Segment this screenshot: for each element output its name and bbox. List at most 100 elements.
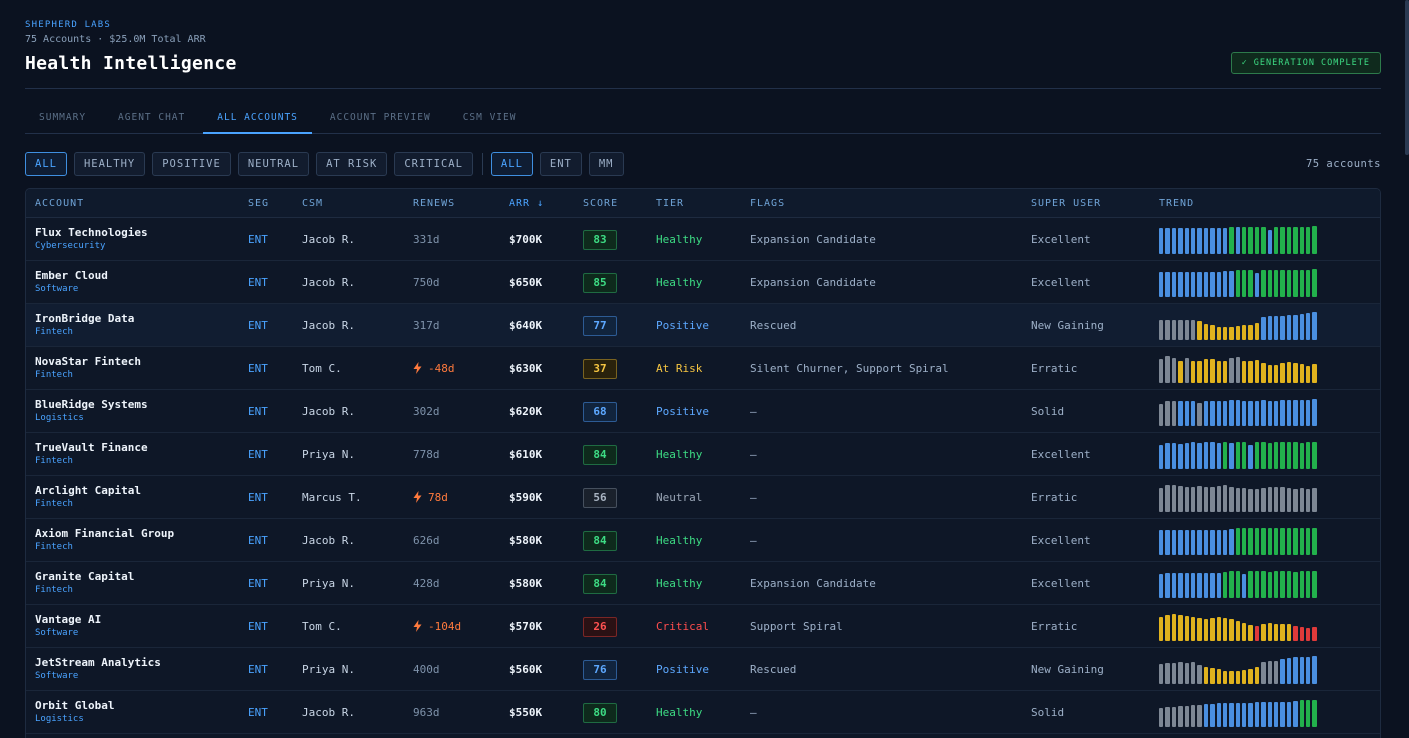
trend-bar: [1210, 618, 1215, 641]
arr-cell: $700K: [509, 232, 543, 246]
table-row[interactable]: Axiom Financial Group Fintech ENT Jacob …: [26, 519, 1380, 562]
trend-bar: [1216, 669, 1221, 684]
tier-cell: Healthy: [656, 576, 703, 590]
trend-bar: [1210, 359, 1215, 383]
trend-bar: [1190, 228, 1196, 254]
table-row[interactable]: BlueRidge Systems Logistics ENT Jacob R.…: [26, 390, 1380, 433]
tab-account-preview[interactable]: ACCOUNT PREVIEW: [329, 112, 431, 123]
account-name[interactable]: Orbit Global: [35, 698, 115, 712]
account-name[interactable]: BlueRidge Systems: [35, 397, 148, 411]
trend-bar: [1190, 487, 1196, 512]
trend-bar: [1178, 444, 1183, 469]
col-super-user[interactable]: SUPER USER: [1031, 197, 1102, 209]
account-name[interactable]: TrueVault Finance: [35, 440, 148, 454]
trend-bar: [1312, 528, 1317, 555]
table-row[interactable]: TrueVault Finance Fintech ENT Priya N. 7…: [26, 433, 1380, 476]
trend-bar: [1274, 270, 1279, 297]
trend-bar: [1203, 442, 1209, 469]
table-row[interactable]: IronBridge Data Fintech ENT Jacob R. 317…: [26, 304, 1380, 347]
table-row[interactable]: Orbit Global Logistics ENT Jacob R. 963d…: [26, 691, 1380, 734]
col-account[interactable]: ACCOUNT: [35, 197, 85, 209]
trend-bar: [1299, 270, 1304, 297]
trend-bar: [1229, 400, 1234, 426]
segment-cell: ENT: [248, 705, 268, 719]
csm-cell: Priya N.: [302, 576, 355, 590]
account-name[interactable]: JetStream Analytics: [35, 655, 161, 669]
score-badge: 76: [583, 660, 617, 680]
col-trend[interactable]: TREND: [1159, 197, 1195, 209]
filter-segment-mm[interactable]: MM: [588, 152, 624, 176]
col-tier[interactable]: TIER: [656, 197, 685, 209]
trend-bar: [1267, 365, 1273, 383]
trend-sparkline: [1159, 697, 1339, 727]
segment-cell: ENT: [248, 619, 268, 633]
account-name[interactable]: NovaStar Fintech: [35, 354, 141, 368]
trend-bar: [1280, 571, 1285, 598]
table-row[interactable]: Vantage AI Software ENT Tom C. -104d $57…: [26, 605, 1380, 648]
trend-bar: [1254, 227, 1260, 254]
trend-bar: [1254, 360, 1260, 383]
score-cell: 84: [583, 529, 656, 551]
trend-bar: [1274, 487, 1279, 512]
account-name[interactable]: Arclight Capital: [35, 483, 141, 497]
col-arr[interactable]: ARR ↓: [509, 197, 545, 209]
account-name[interactable]: Flux Technologies: [35, 225, 148, 239]
table-row[interactable]: JetStream Analytics Software ENT Priya N…: [26, 648, 1380, 691]
table-row[interactable]: Granite Capital Fintech ENT Priya N. 428…: [26, 562, 1380, 605]
col-csm[interactable]: CSM: [302, 197, 324, 209]
scrollbar[interactable]: [1405, 0, 1409, 155]
filter-tier-all[interactable]: ALL: [25, 152, 67, 176]
trend-bar: [1159, 445, 1164, 469]
trend-sparkline: [1159, 353, 1339, 383]
score-cell: 76: [583, 658, 656, 680]
account-name[interactable]: Ember Cloud: [35, 268, 108, 282]
trend-bar: [1165, 443, 1170, 469]
tier-cell: Healthy: [656, 232, 703, 246]
renews-value: -48d: [428, 361, 455, 375]
account-name[interactable]: Granite Capital: [35, 569, 135, 583]
tab-agent-chat[interactable]: AGENT CHAT: [118, 112, 186, 123]
trend-bar: [1274, 624, 1279, 641]
table-row[interactable]: Flux Technologies Cybersecurity ENT Jaco…: [26, 218, 1380, 261]
flags-cell: Silent Churner, Support Spiral: [750, 361, 949, 375]
col-renews[interactable]: RENEWS: [413, 197, 456, 209]
filter-segment-ent[interactable]: ENT: [539, 152, 582, 176]
account-name[interactable]: IronBridge Data: [35, 311, 135, 325]
trend-bar: [1305, 571, 1311, 598]
trend-bar: [1222, 442, 1228, 469]
trend-bar: [1159, 488, 1164, 512]
account-name[interactable]: Axiom Financial Group: [35, 526, 175, 540]
table-row[interactable]: Ember Cloud Software ENT Jacob R. 750d $…: [26, 261, 1380, 304]
filter-segment-all[interactable]: ALL: [490, 152, 533, 176]
super-user-cell: Excellent: [1031, 447, 1091, 461]
table-row[interactable]: NovaStar Fintech Fintech ENT Tom C. -48d…: [26, 347, 1380, 390]
filter-tier-positive[interactable]: POSITIVE: [152, 152, 231, 176]
col-seg[interactable]: SEG: [248, 197, 270, 209]
trend-sparkline: [1159, 482, 1339, 512]
tab-csm-view[interactable]: CSM VIEW: [462, 112, 517, 123]
trend-bar: [1261, 400, 1266, 426]
flags-cell: Support Spiral: [750, 619, 843, 633]
trend-bar: [1286, 362, 1292, 383]
filter-tier-healthy[interactable]: HEALTHY: [73, 152, 146, 176]
trend-bar: [1222, 401, 1228, 426]
trend-bar: [1248, 669, 1253, 684]
table-row[interactable]: Arclight Capital Fintech ENT Marcus T. 7…: [26, 476, 1380, 519]
super-user-cell: Excellent: [1031, 275, 1091, 289]
filter-tier-neutral[interactable]: NEUTRAL: [237, 152, 310, 176]
segment-cell: ENT: [248, 662, 268, 676]
tab-summary[interactable]: SUMMARY: [39, 112, 87, 123]
account-name[interactable]: Vantage AI: [35, 612, 102, 626]
col-flags[interactable]: FLAGS: [750, 197, 786, 209]
trend-bar: [1274, 661, 1279, 684]
trend-bar: [1312, 312, 1317, 340]
filter-tier-critical[interactable]: CRITICAL: [394, 152, 473, 176]
filter-tier-at-risk[interactable]: AT RISK: [316, 152, 388, 176]
trend-bar: [1165, 485, 1170, 512]
flags-cell: Rescued: [750, 318, 797, 332]
col-score[interactable]: SCORE: [583, 197, 619, 209]
trend-bar: [1254, 571, 1260, 598]
score-badge: 80: [583, 703, 617, 723]
table-header: ACCOUNT SEG CSM RENEWS ARR ↓ SCORE TIER …: [26, 189, 1380, 218]
tab-all-accounts[interactable]: ALL ACCOUNTS: [203, 102, 312, 134]
